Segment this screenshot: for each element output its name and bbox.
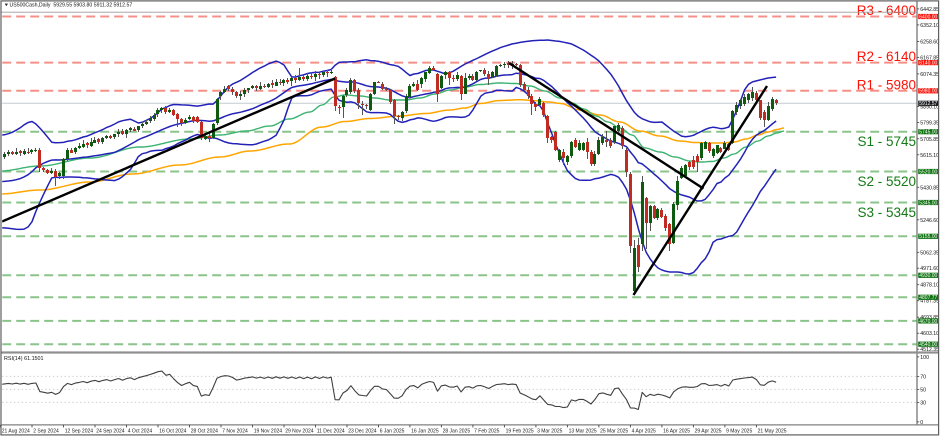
svg-text:6074.35: 6074.35: [920, 72, 939, 78]
svg-text:19 Feb 2025: 19 Feb 2025: [506, 429, 534, 435]
svg-text:R1 - 5980: R1 - 5980: [857, 77, 916, 92]
svg-text:5980.00: 5980.00: [919, 89, 937, 95]
svg-text:100: 100: [920, 355, 929, 361]
svg-text:6140.00: 6140.00: [919, 61, 937, 67]
svg-text:4 Oct 2024: 4 Oct 2024: [128, 429, 153, 435]
svg-text:5912.57: 5912.57: [919, 101, 937, 107]
svg-text:4787.35: 4787.35: [920, 299, 939, 305]
svg-text:19 Nov 2024: 19 Nov 2024: [254, 429, 283, 435]
svg-text:3 Mar 2025: 3 Mar 2025: [537, 429, 563, 435]
svg-text:4693.85: 4693.85: [920, 315, 939, 321]
svg-text:28 Oct 2024: 28 Oct 2024: [191, 429, 218, 435]
svg-text:16 Oct 2024: 16 Oct 2024: [159, 429, 186, 435]
svg-text:5615.10: 5615.10: [920, 153, 939, 159]
svg-text:R2 - 6140: R2 - 6140: [857, 49, 916, 64]
svg-text:R3 - 6400: R3 - 6400: [857, 3, 916, 18]
svg-text:4 Apr 2025: 4 Apr 2025: [632, 429, 656, 435]
svg-text:5890.10: 5890.10: [920, 104, 939, 110]
svg-text:29 Nov 2024: 29 Nov 2024: [285, 429, 314, 435]
svg-text:4540.00: 4540.00: [919, 342, 937, 348]
svg-text:21 May 2025: 21 May 2025: [758, 429, 787, 435]
svg-text:7 Feb 2025: 7 Feb 2025: [474, 429, 500, 435]
svg-text:30: 30: [920, 400, 926, 406]
svg-text:11 Dec 2024: 11 Dec 2024: [317, 429, 345, 435]
svg-text:7 Nov 2024: 7 Nov 2024: [222, 429, 248, 435]
svg-text:2 Sep 2024: 2 Sep 2024: [33, 429, 59, 435]
svg-text:S1 - 5745: S1 - 5745: [857, 134, 916, 149]
svg-text:16 Apr 2025: 16 Apr 2025: [663, 429, 690, 435]
svg-text:4603.10: 4603.10: [920, 331, 939, 337]
svg-text:6400.00: 6400.00: [919, 14, 937, 20]
svg-text:5705.85: 5705.85: [920, 137, 939, 143]
svg-text:5062.35: 5062.35: [920, 250, 939, 256]
svg-text:21 Aug 2024: 21 Aug 2024: [2, 429, 30, 435]
svg-text:5345.00: 5345.00: [919, 200, 937, 206]
svg-text:28 Jan 2025: 28 Jan 2025: [443, 429, 471, 435]
svg-text:6442.85: 6442.85: [920, 7, 939, 13]
svg-text:50: 50: [920, 387, 926, 393]
svg-text:6 Jan 2025: 6 Jan 2025: [380, 429, 405, 435]
svg-text:4512.35: 4512.35: [920, 347, 939, 353]
svg-text:4930.00: 4930.00: [919, 273, 937, 279]
svg-text:RSI(14) 61.1501: RSI(14) 61.1501: [4, 356, 44, 362]
svg-text:5799.35: 5799.35: [920, 120, 939, 126]
svg-text:S2 - 5520: S2 - 5520: [857, 174, 916, 189]
svg-text:24 Sep 2024: 24 Sep 2024: [96, 429, 125, 435]
svg-text:5246.60: 5246.60: [920, 218, 939, 224]
svg-text:6167.85: 6167.85: [920, 55, 939, 61]
svg-text:4878.10: 4878.10: [920, 283, 939, 289]
svg-text:4807.77: 4807.77: [919, 295, 937, 301]
svg-text:13 Mar 2025: 13 Mar 2025: [569, 429, 597, 435]
svg-text:4670.00: 4670.00: [919, 319, 937, 325]
svg-text:5430.85: 5430.85: [920, 185, 939, 191]
svg-text:5745.00: 5745.00: [919, 130, 937, 136]
svg-text:70: 70: [920, 374, 926, 380]
svg-text:25 Mar 2025: 25 Mar 2025: [600, 429, 628, 435]
svg-text:5155.00: 5155.00: [919, 234, 937, 240]
svg-text:0: 0: [920, 420, 923, 426]
svg-text:US500Cash,Daily 5929.55 5903.: US500Cash,Daily 5929.55 5903.80 5911.32 …: [10, 3, 133, 9]
svg-text:23 Dec 2024: 23 Dec 2024: [348, 429, 377, 435]
svg-text:29 Apr 2025: 29 Apr 2025: [695, 429, 722, 435]
svg-text:16 Jan 2025: 16 Jan 2025: [411, 429, 439, 435]
svg-text:6258.60: 6258.60: [920, 39, 939, 45]
svg-text:5520.00: 5520.00: [919, 169, 937, 175]
svg-text:6352.10: 6352.10: [920, 23, 939, 29]
svg-text:12 Sep 2024: 12 Sep 2024: [65, 429, 94, 435]
svg-text:9 May 2025: 9 May 2025: [726, 429, 752, 435]
svg-text:4971.60: 4971.60: [920, 266, 939, 272]
svg-text:S3 - 5345: S3 - 5345: [857, 205, 916, 220]
